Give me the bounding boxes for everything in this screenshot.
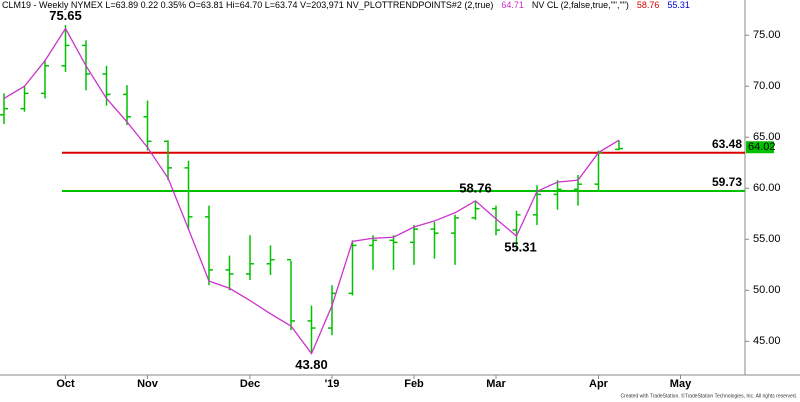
annotation: 55.31 [504, 240, 537, 255]
y-tick-label: 55.00 [753, 233, 781, 245]
last-price-tag [746, 141, 774, 154]
last-price-label: 64.02 [748, 141, 776, 153]
y-tick-label: 70.00 [753, 80, 781, 92]
x-tick-label: Nov [137, 378, 159, 390]
level-label: 59.73 [712, 175, 742, 189]
x-tick-label: Apr [589, 378, 609, 390]
x-tick-label: May [670, 378, 692, 390]
header-item: NV CL (2,false,true,"","") [532, 0, 629, 10]
annotation: 43.80 [295, 357, 328, 372]
x-tick-label: Oct [56, 378, 75, 390]
level-label: 63.48 [712, 137, 742, 151]
footer: Created with TradeStation. ©TradeStation… [620, 392, 797, 399]
header-item: 64.71 [501, 0, 524, 10]
header-item: 55.31 [667, 0, 690, 10]
x-tick-label: Dec [240, 378, 260, 390]
y-tick-label: 75.00 [753, 29, 781, 41]
annotation: 75.65 [49, 8, 82, 23]
header-item: CLM19 - Weekly NYMEX L=63.89 0.22 0.35% … [2, 0, 493, 10]
x-tick-label: Mar [486, 378, 506, 390]
y-tick-label: 45.00 [753, 335, 781, 347]
trend-line [3, 27, 620, 355]
annotation: 58.76 [459, 180, 492, 195]
x-tick-label: '19 [325, 378, 340, 390]
y-tick-label: 60.00 [753, 182, 781, 194]
y-tick-label: 65.00 [753, 131, 781, 143]
x-tick-label: Feb [404, 378, 424, 390]
header-item: 58.76 [637, 0, 660, 10]
y-tick-label: 50.00 [753, 284, 781, 296]
header: CLM19 - Weekly NYMEX L=63.89 0.22 0.35% … [2, 0, 690, 10]
